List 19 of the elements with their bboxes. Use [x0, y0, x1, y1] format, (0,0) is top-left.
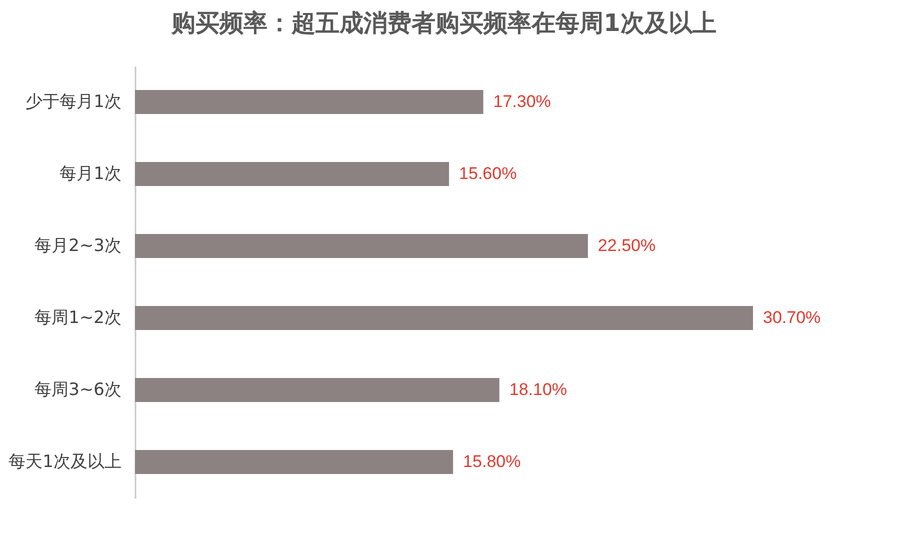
bar — [135, 450, 454, 474]
data-label: 15.80% — [463, 452, 521, 471]
bar — [135, 378, 500, 402]
y-tick-label: 少于每月1次 — [26, 92, 122, 112]
bar — [135, 90, 484, 114]
y-tick-label: 每月1次 — [60, 164, 122, 184]
bar — [135, 306, 753, 330]
y-tick-label: 每周1~2次 — [34, 308, 122, 328]
y-tick-label: 每周3~6次 — [34, 380, 122, 400]
data-label: 22.50% — [598, 236, 656, 255]
chart-title: 购买频率：超五成消费者购买频率在每周1次及以上 — [170, 9, 716, 37]
data-label: 30.70% — [763, 308, 821, 327]
y-tick-label: 每天1次及以上 — [8, 452, 122, 472]
y-tick-label: 每月2~3次 — [34, 236, 122, 256]
bar — [135, 162, 450, 186]
data-label: 18.10% — [509, 380, 568, 399]
data-label: 15.60% — [459, 164, 517, 183]
bar — [135, 234, 588, 258]
data-label: 17.30% — [493, 92, 551, 111]
